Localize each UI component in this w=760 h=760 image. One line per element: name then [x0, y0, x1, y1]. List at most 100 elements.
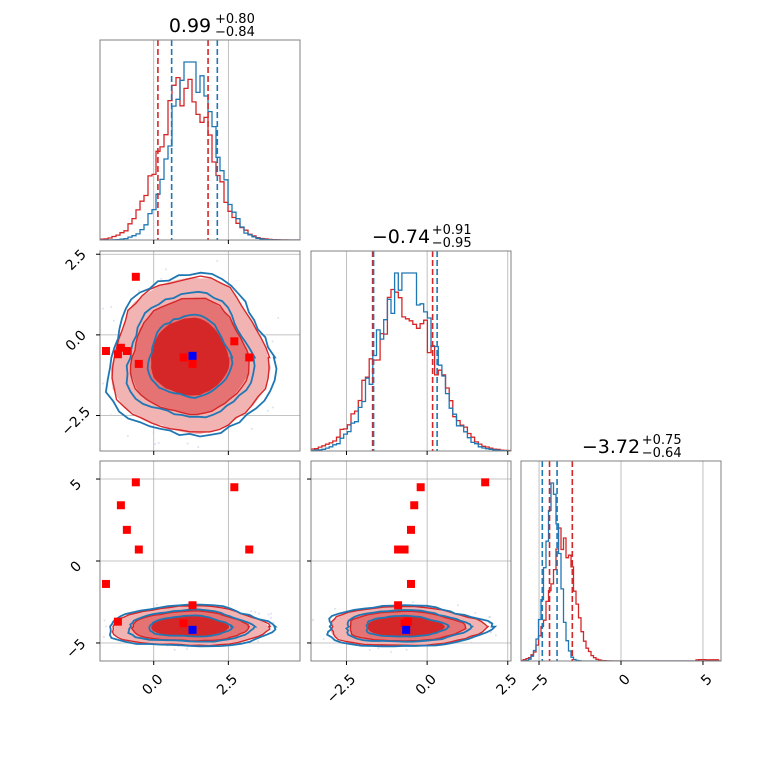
sample-dot [272, 621, 275, 624]
sample-dot [470, 641, 473, 644]
scatter-point-1 [122, 347, 131, 355]
title-2: −0.74 [372, 226, 430, 248]
panel-frame [99, 39, 301, 241]
sample-dot [126, 434, 129, 437]
scatter-point-6 [416, 483, 425, 492]
contour-line-red-middle [129, 297, 251, 416]
title-minus: −0.84 [215, 25, 255, 40]
scatter-point-6 [230, 483, 239, 492]
scatter-point-0 [407, 579, 415, 588]
sample-dot [160, 277, 163, 280]
histogram-blue [100, 61, 300, 240]
scatter-point-2 [131, 272, 140, 281]
sample-dot [101, 307, 104, 310]
sample-dot [250, 610, 253, 613]
title-3: −3.72 [582, 436, 640, 458]
sample-dot [152, 431, 155, 434]
sample-dot [271, 340, 274, 343]
sample-dot [250, 427, 253, 430]
contour-line-blue-outer [326, 604, 498, 648]
sample-dot [257, 640, 260, 643]
truth-point [188, 625, 197, 634]
sample-dot [489, 631, 492, 634]
sample-dot [368, 648, 371, 651]
title-median: 0.99 [169, 15, 211, 37]
title-1: 0.99 [169, 15, 211, 37]
sample-dot [412, 601, 415, 604]
sample-dot [112, 319, 115, 322]
contour-line-red-middle [130, 610, 251, 642]
histogram-panel-1 [99, 39, 301, 244]
title-minus: −0.95 [432, 236, 472, 251]
scatter-point-7 [245, 545, 254, 554]
histogram-blue [311, 272, 511, 451]
scatter-point-9 [116, 501, 125, 510]
sample-dot [154, 443, 157, 446]
x-tick-label: 5 [698, 671, 716, 689]
sample-dot [494, 634, 497, 637]
scatter-point-4 [179, 619, 188, 628]
sample-dot [269, 616, 272, 619]
contour-line-blue-middle [127, 608, 258, 643]
histogram-red [311, 288, 511, 451]
sample-dot [98, 346, 100, 348]
sample-dot [110, 305, 113, 308]
title-minus: −0.64 [642, 446, 682, 461]
sample-dot [322, 638, 325, 641]
contour-line-blue-inner [365, 614, 451, 638]
sample-dot [197, 446, 200, 449]
sample-dot [456, 604, 459, 607]
x-tick-label: 0.0 [139, 671, 166, 698]
scatter-point-1 [407, 525, 415, 534]
panel-frame [310, 250, 512, 452]
sample-dot [258, 612, 261, 615]
contour-line-blue-inner [148, 614, 235, 638]
sample-dot [390, 650, 393, 653]
contour-line-blue-outer [104, 271, 278, 438]
scatter-point-4 [179, 353, 188, 362]
sample-dot [254, 611, 257, 614]
title-median: −0.74 [372, 226, 430, 248]
scatter-point-3 [134, 545, 143, 554]
scatter-point-6 [230, 337, 239, 346]
scatter-point-5 [188, 601, 197, 610]
sample-dot [102, 636, 105, 639]
scatter-point-7 [400, 545, 409, 554]
scatter-point-2 [481, 478, 490, 487]
scatter-point-3 [394, 545, 403, 554]
y-tick-label: 0.0 [63, 327, 90, 354]
x-tick-label: 2.5 [214, 671, 241, 698]
y-tick-label: −2.5 [59, 404, 94, 439]
y-tick-label: 0 [67, 558, 85, 576]
scatter-point-8 [403, 617, 412, 626]
histogram-panel-3 [520, 460, 722, 665]
scatter-point-0 [101, 347, 110, 355]
sample-dot [185, 648, 188, 651]
scatter-point-1 [122, 525, 131, 534]
scatter-point-5 [188, 359, 197, 368]
sample-dot [110, 414, 113, 417]
contour-panel-2-1 [96, 250, 301, 455]
sample-dot [152, 605, 155, 608]
title-plus: +0.80 [215, 12, 255, 27]
sample-dot [334, 607, 337, 610]
x-tick-label: −5 [526, 671, 552, 697]
x-tick-label: 0.0 [413, 671, 440, 698]
y-tick-label: −5 [63, 636, 89, 662]
x-tick-label: 0 [616, 671, 634, 689]
scatter-point-3 [134, 359, 143, 368]
contour-panel-3-1 [92, 460, 301, 665]
sample-dot [216, 259, 219, 262]
scatter-point-9 [116, 343, 125, 352]
sample-dot [104, 625, 107, 628]
sample-dot [95, 621, 97, 623]
histogram-panel-2 [310, 250, 512, 455]
sample-dot [270, 612, 273, 615]
sample-dot [138, 289, 141, 292]
contour-line-blue-middle [345, 609, 474, 643]
sample-dot [186, 442, 189, 445]
scatter-point-0 [101, 579, 110, 588]
sample-dot [267, 613, 270, 616]
sample-dot [92, 619, 94, 621]
